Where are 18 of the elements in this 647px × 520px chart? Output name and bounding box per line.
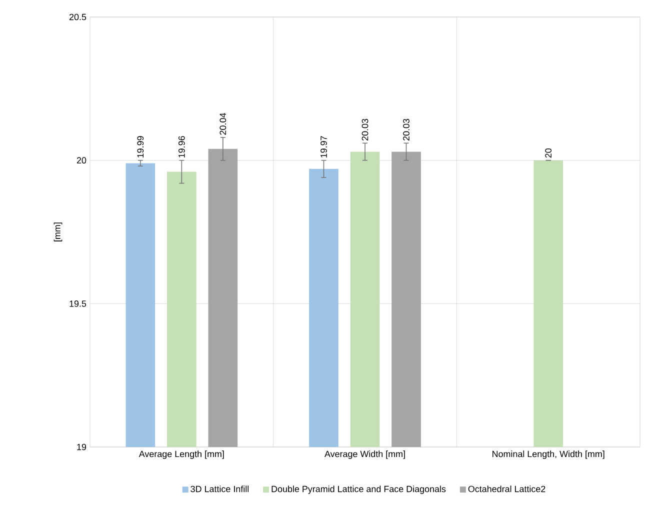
x-tick-label: Average Width [mm] (324, 450, 405, 459)
y-tick-label: 19.5 (70, 300, 86, 307)
x-tick-label: Nominal Length, Width [mm] (492, 450, 604, 459)
legend-label: Octahedral Lattice2 (468, 486, 546, 492)
data-label: 20 (545, 148, 552, 158)
y-tick-label: 20.5 (69, 14, 86, 20)
legend-label: 3D Lattice Infill (190, 486, 249, 492)
data-label: 19.96 (178, 136, 185, 158)
data-label: 20.03 (403, 118, 410, 140)
legend-label: Double Pyramid Lattice and Face Diagonals (272, 486, 446, 494)
x-tick-label: Average Length [mm] (138, 450, 224, 459)
data-label: 19.99 (137, 136, 144, 158)
y-tick-label: 20 (76, 157, 86, 164)
y-tick-label: 19 (77, 444, 86, 450)
data-label: 20.04 (220, 113, 226, 135)
y-axis-title: [mm] (54, 222, 62, 242)
data-label: 20.03 (362, 118, 368, 140)
data-label: 19.97 (320, 136, 327, 158)
